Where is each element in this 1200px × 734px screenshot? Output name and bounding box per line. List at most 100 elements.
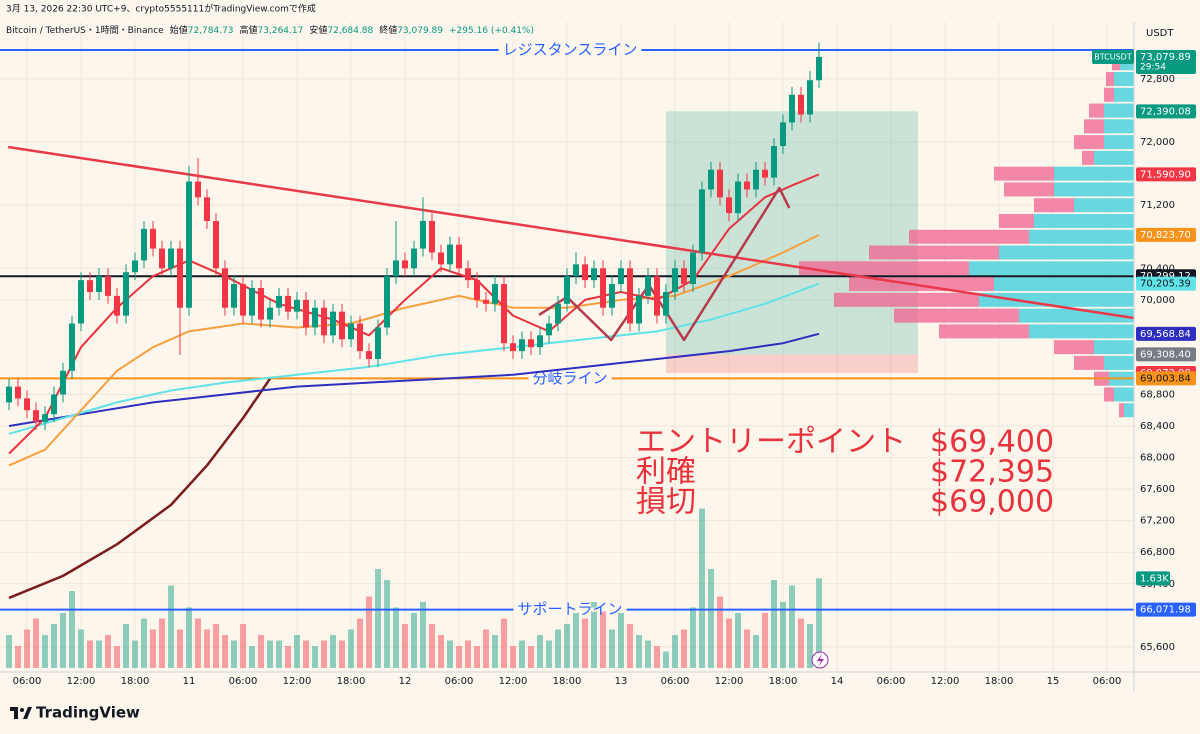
profile-down (939, 324, 1029, 339)
annotation-label: 利確 (636, 455, 696, 490)
volume-bar (456, 646, 462, 668)
candle-body (123, 272, 129, 316)
last-price-bg (1136, 49, 1196, 74)
x-tick-label: 12:00 (499, 676, 528, 687)
profile-down (869, 245, 999, 260)
candle-body (573, 264, 579, 277)
volume-bar (789, 585, 795, 668)
symbol-tag-bg (1092, 49, 1134, 64)
x-tick-label: 12:00 (283, 676, 312, 687)
volume-bar (249, 646, 255, 668)
volume-bar (339, 640, 345, 668)
volume-bar (753, 635, 759, 668)
candle-body (141, 228, 147, 261)
volume-bar (582, 618, 588, 668)
candle-body (384, 276, 390, 328)
created-note: 3月 13, 2026 22:30 UTC+9、crypto5555111がTr… (6, 3, 316, 15)
volume-bar (24, 629, 30, 668)
line-label: 分岐ライン (532, 369, 607, 387)
volume-bar (330, 635, 336, 668)
candle-body (519, 339, 525, 352)
candle-body (591, 268, 597, 281)
last-price: 73,079.89 (1140, 52, 1191, 63)
volume-bar (780, 602, 786, 668)
candle-body (465, 268, 471, 281)
candle-body (78, 280, 84, 324)
ohlc-label: 高値 (240, 24, 258, 36)
candle-body (645, 276, 651, 296)
candle-body (204, 197, 210, 221)
candle-body (87, 280, 93, 292)
candle-body (555, 303, 561, 324)
y-tick-label: 68,000 (1140, 453, 1175, 464)
volume-bar (267, 640, 273, 668)
candle-body (168, 248, 174, 269)
volume-bar (42, 635, 48, 668)
profile-up (1094, 150, 1134, 165)
annotation-label: 損切 (636, 485, 696, 520)
candle-body (609, 284, 615, 308)
x-tick-label: 14 (831, 676, 844, 687)
candle-body (780, 122, 786, 147)
candle-body (132, 260, 138, 273)
profile-down (1104, 87, 1114, 102)
candle-body (816, 56, 822, 81)
profile-up (1114, 87, 1134, 102)
line-label-bg (528, 376, 612, 381)
candle-body (762, 169, 768, 178)
candle-body (177, 248, 183, 308)
volume-bar (303, 640, 309, 668)
volume-bar (375, 569, 381, 668)
volume-bar (447, 640, 453, 668)
candle-body (24, 398, 30, 411)
candle-body (456, 244, 462, 269)
annotation-price: $69,400 (930, 425, 1054, 460)
volume-bar (537, 635, 543, 668)
volume-bar (33, 618, 39, 668)
y-tick-label: 70,400 (1140, 263, 1175, 274)
volume-bar (231, 640, 237, 668)
candle-body (501, 284, 507, 344)
price-label: 69,568.84 (1140, 329, 1191, 340)
candle-body (231, 284, 237, 308)
price-label: 71,590.90 (1140, 169, 1191, 180)
candle-body (411, 248, 417, 269)
candle-body (285, 295, 291, 312)
candle-body (357, 323, 363, 352)
candle-body (438, 252, 444, 265)
volume-bar (384, 580, 390, 668)
volume-bar (771, 580, 777, 668)
candle-body (690, 252, 696, 285)
x-tick-label: 06:00 (1093, 676, 1122, 687)
profile-up (1034, 213, 1134, 228)
line-label-bg (513, 607, 627, 612)
indicator-line (8, 377, 272, 600)
volume-bar (564, 624, 570, 668)
volume-bar (636, 635, 642, 668)
price-label-bg (1136, 276, 1196, 291)
price-label-bg (1136, 167, 1196, 182)
volume-bar (465, 640, 471, 668)
volume-bar (762, 613, 768, 668)
ohlc-value: 73,079.89 (397, 26, 443, 36)
candle-body (393, 260, 399, 277)
trend-drawing (7, 145, 1134, 320)
candle-body (546, 323, 552, 336)
volume-bar (663, 651, 669, 668)
candle-body (726, 197, 732, 214)
volume-bar (654, 646, 660, 668)
volume-bar (294, 635, 300, 668)
y-tick-label: 70,000 (1140, 295, 1175, 306)
volume-bar (357, 618, 363, 668)
price-label: 66,071.98 (1140, 605, 1191, 616)
y-tick-label: 72,000 (1140, 137, 1175, 148)
candle-body (105, 276, 111, 296)
volume-bar (573, 613, 579, 668)
price-label-bg (1136, 104, 1196, 119)
volume-bar (600, 607, 606, 668)
x-tick-label: 06:00 (661, 676, 690, 687)
profile-down (894, 308, 1019, 323)
volume-bar (645, 640, 651, 668)
